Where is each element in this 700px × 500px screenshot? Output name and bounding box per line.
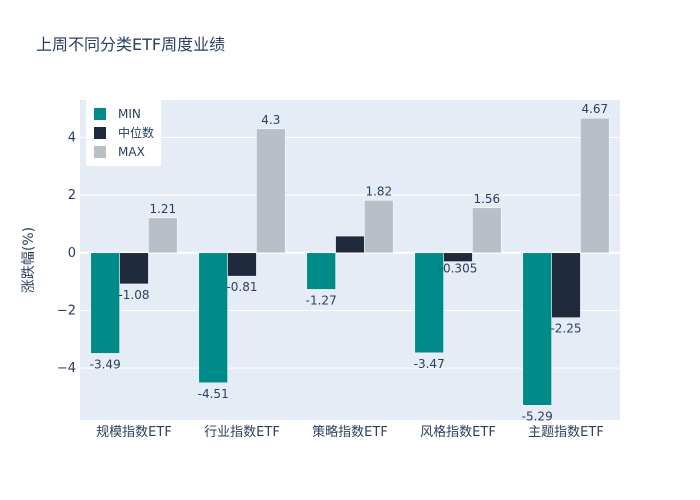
bar[interactable] (306, 252, 336, 290)
data-label: 4.67 (581, 102, 608, 116)
legend: MIN 中位数 MAX (86, 100, 161, 166)
data-label: -1.08 (118, 288, 149, 302)
data-label: 1.82 (365, 184, 392, 198)
x-tick-label: 主题指数ETF (528, 425, 604, 440)
bar[interactable] (227, 252, 257, 277)
data-label: -3.47 (414, 357, 445, 371)
chart-title: 上周不同分类ETF周度业绩 (36, 35, 225, 54)
y-tick-label: 2 (68, 188, 76, 203)
x-tick-label: 风格指数ETF (420, 424, 496, 440)
y-axis-title: 涨跌幅(%) (21, 227, 37, 293)
bar[interactable] (256, 128, 286, 254)
legend-label[interactable]: MIN (118, 107, 141, 121)
bar[interactable] (148, 217, 178, 254)
y-tick-label: −2 (57, 303, 76, 318)
data-label: -4.51 (198, 387, 229, 401)
data-label: -3.49 (90, 357, 121, 371)
data-label: -0.81 (226, 280, 257, 294)
x-axis: 规模指数ETF 行业指数ETF 策略指数ETF 风格指数ETF 主题指数ETF (96, 424, 604, 440)
y-tick-label: −4 (57, 361, 76, 376)
bar[interactable] (364, 200, 394, 254)
bar[interactable] (414, 252, 444, 354)
legend-swatch[interactable] (94, 127, 106, 139)
y-tick-label: 4 (68, 130, 76, 145)
y-tick-label: 0 (68, 246, 76, 261)
x-tick-label: 策略指数ETF (312, 424, 388, 440)
legend-label[interactable]: MAX (118, 145, 145, 159)
data-label: 4.3 (261, 113, 280, 127)
labels-layer: -3.49 -1.08 1.21 -4.51 -0.81 4.3 -1.27 1.82 -3.4… (90, 102, 608, 423)
bar[interactable] (335, 235, 365, 254)
legend-swatch[interactable] (94, 108, 106, 120)
x-tick-label: 规模指数ETF (96, 425, 172, 440)
y-axis: −4 −2 0 2 4 (57, 130, 76, 376)
bar[interactable] (551, 252, 581, 318)
data-label: -5.29 (522, 409, 553, 423)
data-label: 1.21 (149, 202, 176, 216)
data-label: -2.25 (550, 322, 581, 336)
bar[interactable] (522, 252, 552, 406)
bar[interactable] (198, 252, 228, 384)
bar[interactable] (119, 252, 149, 285)
bar[interactable] (90, 252, 120, 354)
x-tick-label: 行业指数ETF (204, 425, 280, 440)
legend-swatch[interactable] (94, 146, 106, 158)
data-label: 1.56 (473, 192, 500, 206)
bar[interactable] (580, 117, 610, 254)
data-label: -0.305 (439, 262, 478, 276)
data-label: -1.27 (306, 293, 337, 307)
legend-label[interactable]: 中位数 (118, 125, 154, 140)
bars-layer (90, 117, 610, 406)
bar[interactable] (443, 252, 473, 262)
bar[interactable] (472, 207, 502, 254)
